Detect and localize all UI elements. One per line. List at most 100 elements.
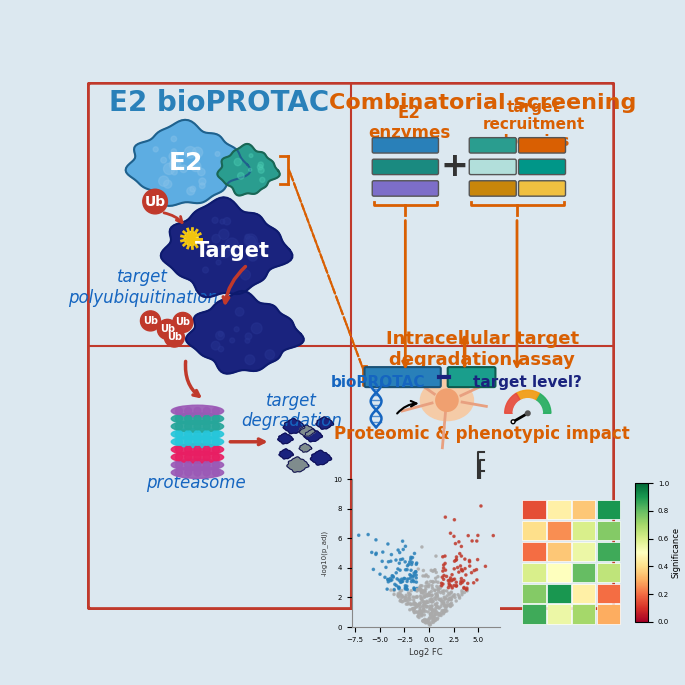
Point [432, 612, 443, 623]
Point [416, 584, 427, 595]
Point [429, 615, 440, 626]
Point [455, 560, 466, 571]
Point [445, 593, 456, 603]
Point [419, 599, 429, 610]
Point [429, 607, 440, 618]
Point [445, 588, 456, 599]
Point [438, 570, 449, 581]
Circle shape [173, 312, 193, 332]
Point [395, 564, 406, 575]
Point [434, 581, 445, 592]
Text: E2: E2 [169, 151, 203, 175]
Point [393, 564, 403, 575]
Point [447, 569, 458, 580]
Point [425, 619, 436, 630]
Point [480, 561, 491, 572]
Point [464, 556, 475, 567]
Point [408, 592, 419, 603]
Point [396, 576, 407, 587]
Point [423, 589, 434, 600]
Point [436, 580, 447, 591]
Bar [547, 604, 571, 624]
Point [449, 514, 460, 525]
Point [407, 599, 418, 610]
Point [385, 575, 396, 586]
Point [432, 614, 443, 625]
Point [414, 605, 425, 616]
Point [462, 583, 473, 594]
Point [404, 556, 415, 567]
Point [377, 547, 388, 558]
Point [421, 584, 432, 595]
Point [436, 601, 447, 612]
Point [412, 600, 423, 611]
Point [398, 544, 409, 555]
Bar [597, 500, 620, 519]
Point [424, 613, 435, 624]
Point [472, 554, 483, 565]
Point [438, 566, 449, 577]
Point [414, 584, 425, 595]
Circle shape [249, 153, 253, 158]
Point [427, 612, 438, 623]
Circle shape [240, 270, 251, 280]
Point [371, 534, 382, 545]
Point [415, 601, 426, 612]
Point [417, 586, 428, 597]
Wedge shape [516, 390, 539, 401]
Point [436, 599, 447, 610]
Point [388, 585, 399, 596]
Point [416, 610, 427, 621]
Point [424, 587, 435, 598]
Point [409, 606, 420, 617]
Circle shape [229, 338, 235, 343]
Point [418, 602, 429, 613]
Point [423, 618, 434, 629]
Point [429, 593, 440, 604]
Bar [597, 604, 620, 624]
Point [446, 597, 457, 608]
Point [400, 592, 411, 603]
Point [421, 616, 432, 627]
Bar [547, 500, 571, 519]
Point [415, 584, 426, 595]
Point [416, 587, 427, 598]
Point [428, 615, 439, 626]
Bar [597, 521, 620, 540]
Point [451, 581, 462, 592]
Point [426, 617, 437, 628]
Ellipse shape [171, 436, 223, 447]
FancyBboxPatch shape [364, 367, 440, 387]
Point [425, 603, 436, 614]
Point [429, 585, 440, 596]
Text: +: + [440, 149, 469, 183]
Circle shape [175, 446, 182, 453]
Point [423, 582, 434, 593]
Point [464, 560, 475, 571]
Circle shape [185, 446, 192, 453]
Circle shape [194, 462, 201, 469]
Point [401, 595, 412, 606]
Circle shape [265, 350, 275, 360]
Point [427, 597, 438, 608]
Bar [572, 562, 595, 582]
Point [429, 605, 440, 616]
Point [459, 587, 470, 598]
Circle shape [185, 438, 192, 445]
Circle shape [164, 327, 184, 347]
Circle shape [212, 408, 219, 414]
Bar [522, 542, 546, 561]
Point [402, 599, 413, 610]
Point [441, 586, 452, 597]
Point [379, 572, 390, 583]
Point [393, 590, 403, 601]
Point [451, 551, 462, 562]
Point [449, 592, 460, 603]
Point [392, 573, 403, 584]
Point [432, 571, 443, 582]
Point [386, 549, 397, 560]
Point [425, 609, 436, 620]
Point [440, 606, 451, 616]
Point [411, 599, 422, 610]
Point [441, 606, 452, 616]
